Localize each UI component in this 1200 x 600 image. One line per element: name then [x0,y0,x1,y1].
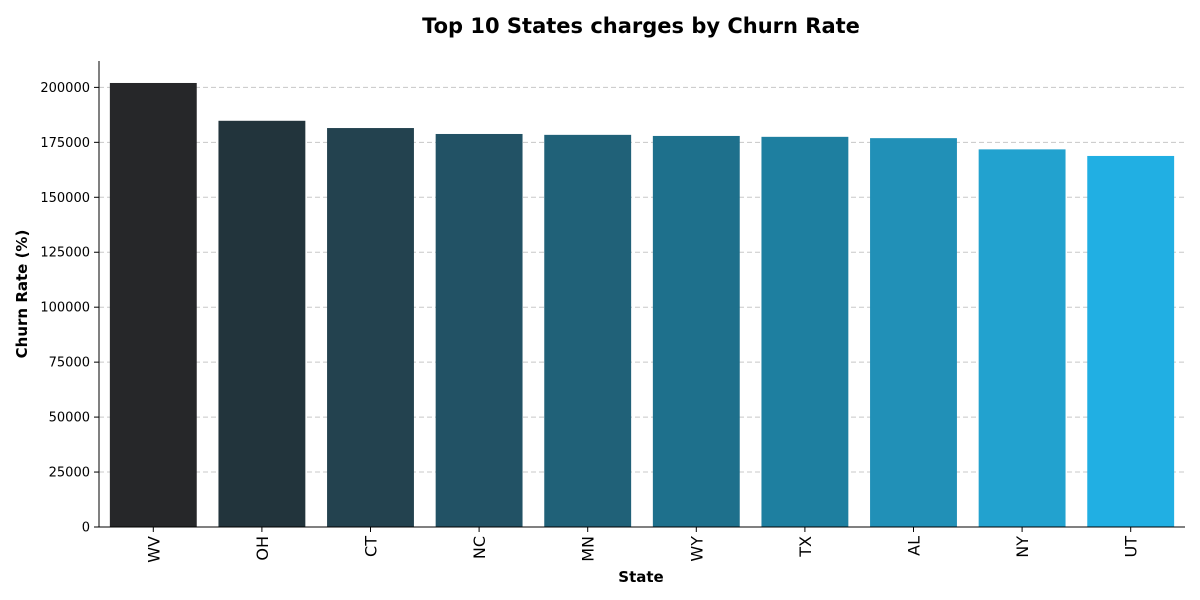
x-tick-label: NC [470,536,489,559]
x-tick-label: UT [1122,536,1141,558]
y-axis-label: Churn Rate (%) [13,230,31,359]
bar-wv [109,82,197,527]
bar-ut [1087,155,1175,527]
y-tick-label: 50000 [49,411,90,426]
x-tick-label: CT [362,536,381,557]
x-tick-label: AL [905,536,924,556]
y-axis-ticks: 0 25000 50000 75000 100000 125000 150000 175000… [40,81,99,536]
y-tick-label: 0 [82,521,90,536]
x-tick-label: OH [253,536,272,561]
y-tick-label: 25000 [49,466,90,481]
x-tick-label: WV [144,536,163,563]
chart-title: Top 10 States charges by Churn Rate [422,14,860,38]
x-axis-label: State [618,568,663,586]
bar-al [870,138,957,527]
x-tick-label: WY [687,536,706,562]
axes [98,61,1185,528]
x-tick-label: MN [579,536,598,562]
bars [109,82,1175,528]
y-tick-label: 125000 [40,246,90,261]
bar-ct [327,128,414,527]
x-tick-label: NY [1013,536,1032,558]
bar-nc [435,133,523,527]
bar-wy [652,135,740,527]
bar-oh [218,120,306,527]
y-tick-label: 200000 [40,81,90,96]
y-tick-label: 75000 [49,356,90,371]
bar-mn [544,134,632,527]
bar-tx [761,136,849,527]
x-axis-ticks: WV OH CT NC MN WY TX AL NY UT [144,527,1141,563]
y-tick-label: 100000 [40,301,90,316]
y-tick-label: 150000 [40,191,90,206]
y-tick-label: 175000 [40,136,90,151]
x-tick-label: TX [796,536,815,558]
bar-ny [978,149,1066,528]
